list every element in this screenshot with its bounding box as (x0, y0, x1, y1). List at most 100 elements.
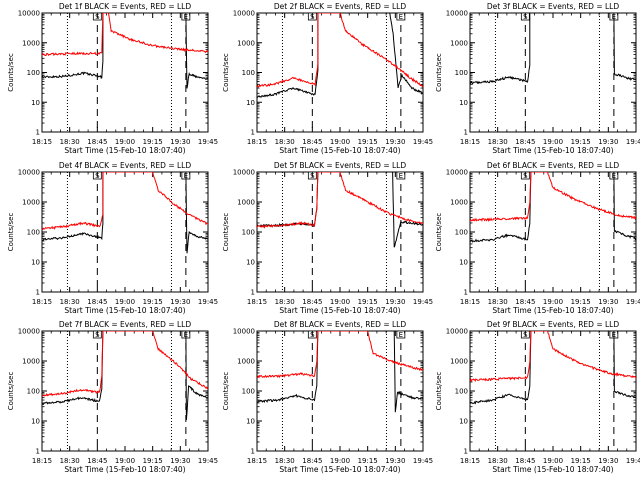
x-tick-label: 19:15 (358, 457, 378, 465)
plot-frame (469, 171, 637, 293)
y-tick-label: 1000 (450, 199, 468, 207)
y-axis-label: Counts/sec (435, 213, 443, 252)
x-tick-label: 18:15 (247, 298, 267, 306)
series-line-events (470, 331, 636, 405)
x-tick-label: 18:45 (515, 298, 535, 306)
x-axis-label: Start Time (15-Feb-10 18:07:40) (279, 465, 400, 474)
x-tick-label: 19:30 (170, 298, 190, 306)
x-tick-label: 18:45 (515, 457, 535, 465)
x-tick-label: 19:45 (626, 298, 640, 306)
y-tick-label: 10000 (233, 328, 255, 336)
marker-label-E: E (399, 331, 403, 339)
series-line-events (257, 172, 423, 248)
y-tick-label: 100 (242, 388, 255, 396)
marker-box-E (396, 330, 406, 339)
y-tick-label: 1 (36, 129, 40, 137)
y-tick-label: 1 (464, 129, 468, 137)
x-tick-label: 18:30 (275, 298, 295, 306)
series-line-events (257, 331, 423, 413)
plot-frame (469, 12, 637, 133)
x-tick-label: 18:45 (302, 298, 322, 306)
panel-det-8: Det 8f BLACK = Events, RED = LLDSE110100… (222, 320, 433, 474)
panel-title: Det 8f BLACK = Events, RED = LLD (274, 320, 407, 329)
y-tick-label: 10 (246, 259, 255, 267)
y-tick-label: 1000 (22, 199, 40, 207)
panel-det-3: Det 3f BLACK = Events, RED = LLDSE110100… (435, 2, 640, 155)
x-tick-label: 18:15 (460, 457, 480, 465)
y-tick-label: 1000 (22, 39, 40, 47)
series-line-lld (257, 13, 423, 88)
y-tick-label: 1 (36, 448, 40, 456)
x-tick-label: 19:00 (330, 298, 350, 306)
x-tick-label: 19:15 (571, 298, 591, 306)
panel-title: Det 2f BLACK = Events, RED = LLD (274, 2, 407, 11)
y-tick-label: 1 (251, 448, 255, 456)
x-tick-label: 19:30 (385, 457, 405, 465)
y-tick-label: 10 (31, 99, 40, 107)
panel-det-7: Det 7f BLACK = Events, RED = LLDSE110100… (7, 320, 218, 474)
y-tick-label: 10 (246, 418, 255, 426)
y-tick-label: 1000 (237, 199, 255, 207)
y-tick-label: 10 (31, 418, 40, 426)
x-tick-label: 19:45 (198, 298, 218, 306)
panel-title: Det 4f BLACK = Events, RED = LLD (59, 161, 192, 170)
x-tick-label: 19:30 (598, 298, 618, 306)
x-tick-label: 19:00 (115, 457, 135, 465)
x-tick-label: 18:30 (488, 457, 508, 465)
x-tick-label: 18:30 (275, 138, 295, 146)
x-tick-label: 18:45 (87, 298, 107, 306)
panel-title: Det 9f BLACK = Events, RED = LLD (487, 320, 620, 329)
panel-det-2: Det 2f BLACK = Events, RED = LLDSE110100… (222, 2, 433, 155)
y-tick-label: 1 (251, 289, 255, 297)
y-axis-label: Counts/sec (435, 372, 443, 411)
series-line-lld (470, 172, 636, 222)
x-tick-label: 19:00 (115, 138, 135, 146)
marker-label-E: E (399, 172, 403, 180)
series-line-events (42, 331, 208, 421)
x-tick-label: 18:30 (60, 298, 80, 306)
x-tick-label: 18:45 (302, 138, 322, 146)
series-line-events (42, 13, 208, 89)
x-tick-label: 18:15 (460, 138, 480, 146)
plot-frame (41, 171, 209, 293)
y-tick-label: 100 (27, 229, 40, 237)
panel-det-1: Det 1f BLACK = Events, RED = LLDSE110100… (7, 2, 218, 155)
y-tick-label: 1 (36, 289, 40, 297)
x-tick-label: 19:45 (626, 457, 640, 465)
y-tick-label: 10000 (446, 328, 468, 336)
panel-title: Det 6f BLACK = Events, RED = LLD (487, 161, 620, 170)
y-tick-label: 10 (459, 259, 468, 267)
series-line-events (470, 172, 636, 243)
x-axis-label: Start Time (15-Feb-10 18:07:40) (64, 146, 185, 155)
x-tick-label: 18:30 (488, 138, 508, 146)
y-tick-label: 10000 (233, 169, 255, 177)
series-line-lld (42, 13, 208, 57)
y-tick-label: 1 (464, 448, 468, 456)
x-tick-label: 18:15 (460, 298, 480, 306)
x-tick-label: 18:45 (87, 138, 107, 146)
panel-title: Det 1f BLACK = Events, RED = LLD (59, 2, 192, 11)
panel-title: Det 7f BLACK = Events, RED = LLD (59, 320, 192, 329)
x-tick-label: 18:15 (247, 138, 267, 146)
plot-frame (256, 330, 424, 452)
x-tick-label: 18:30 (60, 138, 80, 146)
plot-frame (41, 330, 209, 452)
series-line-events (42, 172, 208, 254)
x-tick-label: 19:30 (170, 138, 190, 146)
x-tick-label: 19:15 (143, 298, 163, 306)
x-tick-label: 19:45 (413, 138, 433, 146)
y-tick-label: 100 (455, 388, 468, 396)
x-tick-label: 18:15 (32, 298, 52, 306)
marker-box-E (396, 171, 406, 180)
x-tick-label: 19:00 (330, 138, 350, 146)
y-axis-label: Counts/sec (222, 213, 230, 252)
x-tick-label: 19:15 (358, 138, 378, 146)
marker-box-E (396, 12, 406, 21)
x-tick-label: 19:30 (598, 138, 618, 146)
y-axis-label: Counts/sec (7, 53, 15, 92)
x-tick-label: 19:45 (626, 138, 640, 146)
x-tick-label: 18:15 (32, 138, 52, 146)
x-tick-label: 19:15 (571, 457, 591, 465)
series-line-lld (257, 331, 423, 379)
y-tick-label: 100 (242, 69, 255, 77)
